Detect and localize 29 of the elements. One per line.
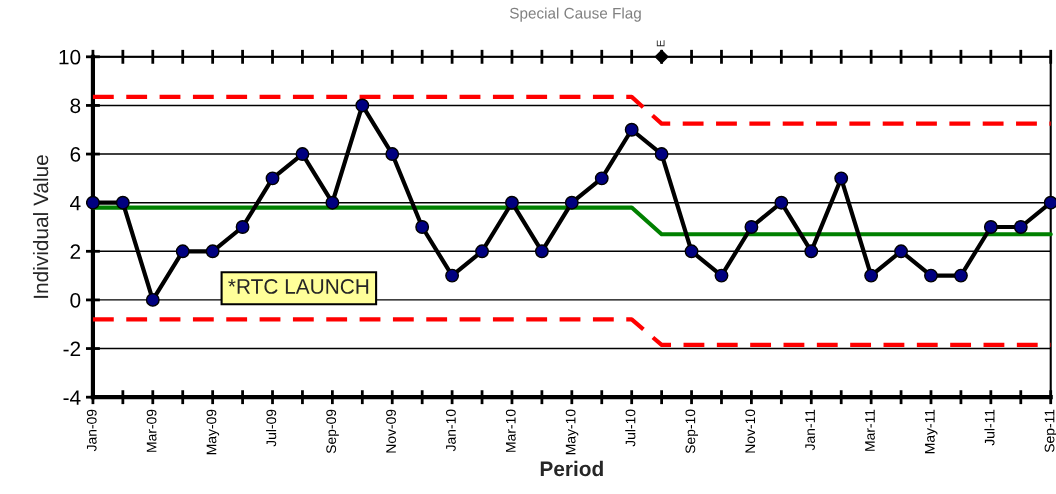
x-tick-label: Mar-09	[146, 409, 157, 452]
x-tick-label: Sep-09	[326, 409, 339, 454]
x-tick-label: Nov-09	[386, 409, 396, 453]
y-tick-label: 8	[70, 98, 81, 114]
y-tick-label: 4	[70, 195, 81, 211]
y-axis-title: Individual Value	[32, 155, 49, 298]
x-tick-label: Mar-10	[505, 409, 516, 452]
y-tick-label: 2	[70, 244, 81, 259]
y-tick-label: 0	[70, 292, 81, 308]
y-tick-label: -4	[63, 390, 81, 405]
x-axis-title: Period	[540, 460, 603, 477]
x-tick-label: Sep-10	[685, 409, 699, 454]
data-label: E	[656, 40, 665, 47]
x-tick-label: Jul-09	[266, 409, 277, 447]
x-tick-label: May-10	[565, 409, 579, 455]
x-tick-label: Jan-09	[86, 409, 97, 452]
y-tick-label: 10	[59, 49, 81, 65]
x-tick-label: Jul-11	[984, 409, 995, 446]
x-tick-label: Jan-11	[805, 409, 815, 451]
x-tick-label: Jan-10	[445, 409, 456, 452]
x-tick-label: May-09	[206, 409, 220, 455]
x-tick-label: May-11	[925, 409, 938, 454]
chart-title: Special Cause Flag	[509, 7, 641, 22]
y-tick-label: -2	[63, 341, 81, 357]
x-tick-label: Nov-10	[745, 409, 756, 453]
y-tick-label: 6	[70, 147, 81, 162]
annotation: *RTC LAUNCH	[228, 279, 369, 294]
x-tick-label: Mar-11	[865, 409, 875, 451]
x-tick-label: Jul-10	[625, 409, 636, 447]
